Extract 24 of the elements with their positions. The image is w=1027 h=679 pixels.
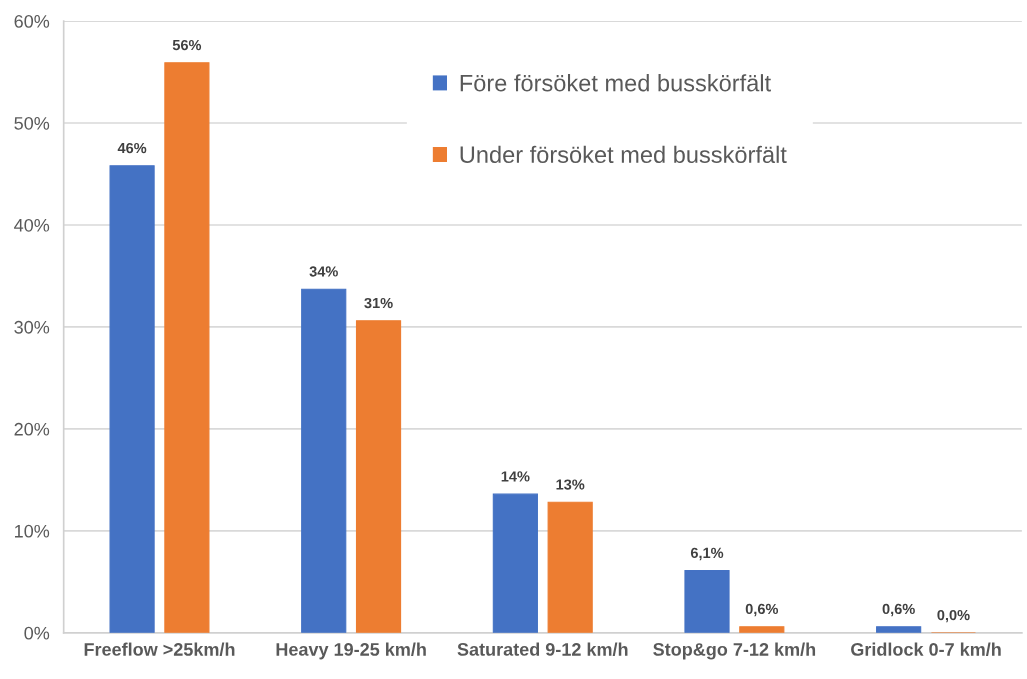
data-label: 6,1% xyxy=(690,547,724,561)
y-tick-label: 30% xyxy=(14,320,50,334)
data-label: 46% xyxy=(117,142,147,154)
x-tick-label: Heavy 19-25 km/h xyxy=(276,642,426,660)
y-tick-label: 20% xyxy=(14,422,50,436)
x-tick-label: Saturated 9-12 km/h xyxy=(457,642,628,656)
data-label: 0,0% xyxy=(937,609,970,623)
legend-label: Före försöket med busskörfält xyxy=(460,74,771,92)
data-label: 14% xyxy=(501,471,530,482)
data-label: 56% xyxy=(172,39,202,51)
x-tick-label: Freeflow >25km/h xyxy=(84,642,235,656)
y-tick-label: 50% xyxy=(14,116,50,130)
legend-label: Under försöket med busskörfält xyxy=(460,145,787,164)
y-tick-label: 60% xyxy=(14,14,50,28)
data-label: 13% xyxy=(556,479,585,490)
y-tick-label: 40% xyxy=(14,218,50,232)
data-label: 34% xyxy=(309,266,338,277)
y-tick-label: 10% xyxy=(15,524,50,538)
x-tick-label: Gridlock 0-7 km/h xyxy=(851,642,1001,656)
y-tick-label: 0% xyxy=(24,626,50,640)
data-label: 0,6% xyxy=(882,603,915,617)
data-label: 0,6% xyxy=(745,603,779,617)
data-label: 31% xyxy=(364,297,393,309)
x-tick-label: Stop&go 7-12 km/h xyxy=(653,642,816,660)
